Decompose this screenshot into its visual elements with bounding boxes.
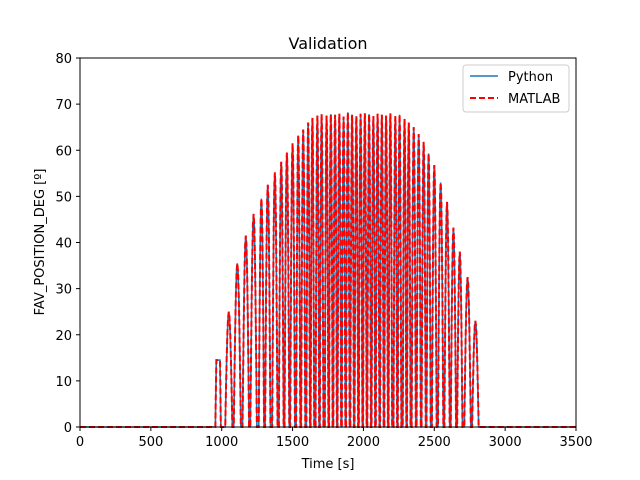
y-tick-label: 40 [55,237,72,252]
y-axis-label: FAV_POSITION_DEG [º] [33,169,48,316]
y-tick-label: 70 [55,98,72,113]
y-axis-ticks: 0 10 20 30 40 50 60 70 80 [55,52,80,436]
legend-python-label: Python [508,70,553,85]
x-tick-label: 3500 [559,435,592,450]
x-tick-label: 3000 [489,435,522,450]
x-axis-ticks: 0 500 1000 1500 2000 2500 3000 3500 [76,427,593,450]
y-tick-label: 30 [55,283,72,298]
y-tick-label: 20 [55,329,72,344]
y-tick-label: 0 [64,421,72,436]
x-tick-label: 0 [76,435,84,450]
legend: Python MATLAB [462,64,570,113]
y-tick-label: 80 [55,52,72,67]
x-tick-label: 1500 [276,435,309,450]
y-tick-label: 50 [55,190,72,205]
plot-lines [80,112,576,428]
y-tick-label: 60 [55,144,72,159]
x-tick-label: 2000 [347,435,380,450]
x-tick-label: 500 [138,435,163,450]
legend-matlab-label: MATLAB [508,92,560,107]
series-matlab-line [80,112,576,428]
x-tick-label: 2500 [418,435,451,450]
x-axis-label: Time [s] [301,457,355,472]
x-tick-label: 1000 [205,435,238,450]
chart-title: Validation [288,34,367,53]
y-tick-label: 10 [55,375,72,390]
